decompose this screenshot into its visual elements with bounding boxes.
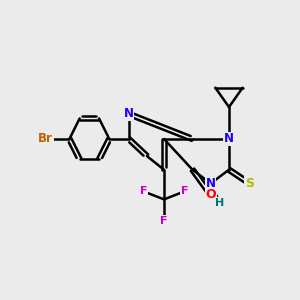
Text: F: F xyxy=(160,216,168,226)
Text: O: O xyxy=(206,188,216,201)
Text: H: H xyxy=(215,198,224,208)
Text: N: N xyxy=(124,107,134,120)
Text: F: F xyxy=(140,186,147,197)
Text: Br: Br xyxy=(38,133,53,146)
Text: F: F xyxy=(181,186,188,197)
Text: N: N xyxy=(224,133,234,146)
Text: S: S xyxy=(245,177,254,190)
Text: N: N xyxy=(206,177,216,190)
